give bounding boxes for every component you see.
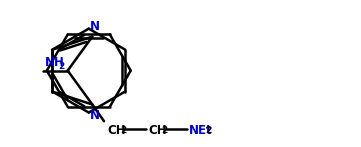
Text: 2: 2	[161, 126, 168, 135]
Text: CH: CH	[148, 123, 167, 137]
Text: N: N	[90, 109, 100, 122]
Text: N: N	[90, 20, 100, 33]
Text: NH: NH	[45, 56, 65, 69]
Text: 2: 2	[121, 126, 127, 135]
Text: 2: 2	[205, 126, 212, 135]
Text: NEt: NEt	[188, 123, 212, 137]
Text: CH: CH	[108, 123, 126, 137]
Text: 2: 2	[58, 62, 65, 71]
